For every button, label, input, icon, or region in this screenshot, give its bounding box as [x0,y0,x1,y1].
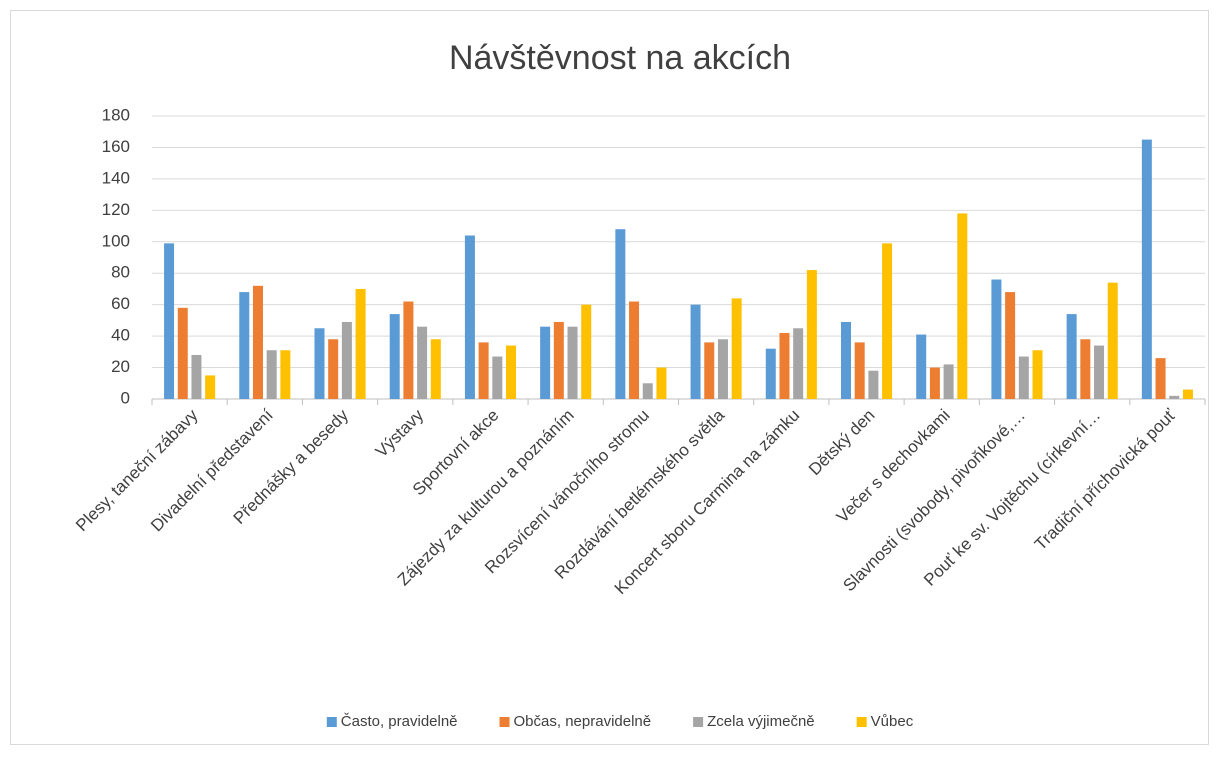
bar [191,354,202,399]
bar [1080,339,1091,399]
y-tick-label: 120 [102,200,130,219]
bar [704,342,715,399]
bar [328,339,339,399]
bar [629,301,640,399]
bar [793,328,804,399]
bar [615,229,626,399]
bar [882,243,893,399]
legend-swatch [326,717,337,727]
bar [656,367,667,399]
bar [280,350,291,399]
bar [205,375,216,399]
bar [464,235,475,399]
bar [1032,350,1043,399]
bar [1169,395,1180,399]
bar [403,301,414,399]
bar [567,326,578,399]
y-tick-label: 140 [102,168,130,187]
bar [389,314,400,399]
bar [642,383,653,399]
y-tick-label: 0 [121,388,130,407]
bar [1018,356,1029,399]
bar [553,321,564,399]
bar [266,350,277,399]
bar [868,370,879,399]
bar [690,304,701,399]
bar [1182,389,1193,399]
bar [731,298,742,399]
bar [1107,282,1118,399]
bar [916,334,927,399]
bar [355,288,366,399]
bar [164,243,175,399]
bar [1005,292,1016,399]
legend-swatch [499,717,510,727]
legend-swatch [856,717,867,727]
bar [854,342,865,399]
y-tick-label: 60 [111,294,130,313]
bar [929,367,940,399]
bar [252,285,263,399]
bar [1066,314,1077,399]
bar [806,270,817,399]
bar [1141,139,1152,400]
bar [840,321,851,399]
bar [417,326,428,399]
legend-swatch [693,717,704,727]
y-tick-label: 40 [111,326,130,345]
y-tick-label: 100 [102,231,130,250]
bar [540,326,551,399]
bar [1155,358,1166,399]
y-tick-label: 160 [102,137,130,156]
bar [779,332,790,399]
bar [957,213,968,399]
legend-label: Občas, nepravidelně [514,713,652,730]
bar [430,339,441,399]
bar [717,339,728,399]
y-tick-label: 80 [111,263,130,282]
bar [765,348,776,399]
bar [314,328,325,399]
bar [943,364,954,399]
bar [492,356,503,399]
bar [478,342,489,399]
legend-label: Vůbec [871,713,914,730]
legend-label: Zcela výjimečně [707,713,815,730]
bar [581,304,592,399]
bar [239,292,250,399]
chart-title: Návštěvnost na akcích [449,39,791,77]
bar [177,307,188,399]
bar [991,279,1002,399]
legend-label: Často, pravidelně [341,713,458,730]
y-tick-label: 20 [111,357,130,376]
bar [506,345,517,399]
bar [341,321,352,399]
y-tick-label: 180 [102,105,130,124]
bar [1094,345,1105,399]
